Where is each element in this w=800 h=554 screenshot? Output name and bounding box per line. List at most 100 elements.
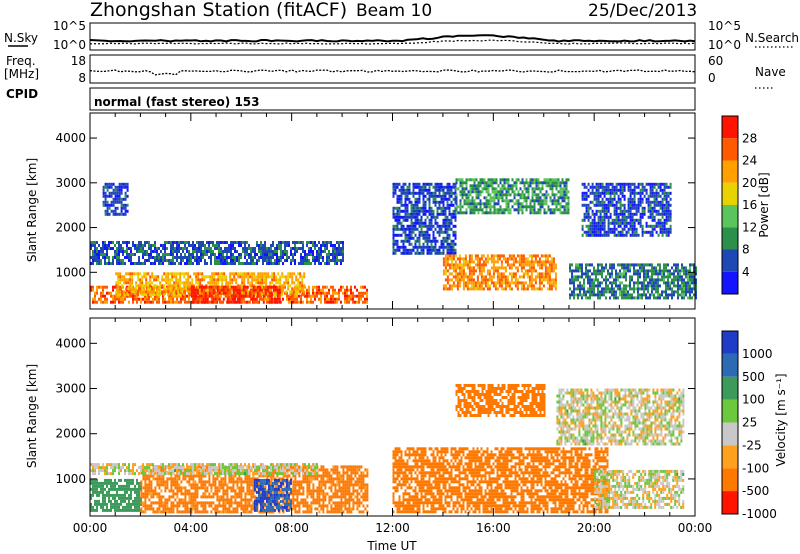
power-region [90,241,344,265]
nsearch-trace [89,39,696,45]
freq-panel: Freq. [MHz] 18 8 60 0 Nave [4,54,786,89]
velocity-colorbar-swatch [722,353,738,377]
power-ytick-label: 3000 [55,176,86,190]
velocity-region [556,388,685,446]
velocity-colorbar-tick: 500 [742,370,765,384]
beam-title: Beam 10 [356,1,432,21]
power-colorbar-tick: 4 [742,265,750,279]
velocity-ytick-label: 3000 [55,382,86,396]
x-axis-label: Time UT [366,539,417,553]
power-colorbar-swatch [722,182,738,206]
power-colorbar-swatch [722,205,738,228]
velocity-xtick-label: 12:00 [375,521,410,535]
nsky-tick-top: 10^5 [53,19,86,33]
power-colorbar-tick: 20 [742,176,757,190]
velocity-region [253,478,292,512]
velocity-region [392,447,609,514]
velocity-colorbar-swatch [722,445,738,469]
velocity-xtick-label: 20:00 [577,521,612,535]
cpid-panel [89,87,696,111]
power-region [455,178,570,215]
power-region [102,182,129,216]
power-colorbar: 4 8 12 16 20 24 28 Power [dB] [721,115,771,295]
nave-tick-top: 60 [708,54,723,68]
nave-label: Nave [755,65,786,79]
velocity-colorbar-tick: -100 [742,461,769,475]
power-colorbar-swatch [722,227,738,250]
nsearch-tick-bottom: 10^0 [708,38,741,52]
power-region [190,285,281,304]
velocity-ylabel: Slant Range [km] [25,364,39,468]
nsky-tick-bottom: 10^0 [53,38,86,52]
power-ytick-label: 1000 [55,265,86,279]
power-colorbar-tick: 16 [742,198,757,212]
power-panel: 1000 2000 3000 4000 Slant Range [km] [25,112,697,310]
power-region [569,263,697,300]
power-x-axis-ticks [89,113,696,309]
power-colorbar-swatch [722,138,738,161]
power-colorbar-tick: 28 [742,131,757,145]
velocity-region [90,478,142,512]
power-colorbar-tick: 8 [742,243,750,257]
freq-tick-bottom: 8 [78,71,86,85]
nsky-label: N.Sky [4,31,38,45]
velocity-colorbar-swatch [722,331,738,354]
velocity-colorbar-swatch [722,399,738,423]
velocity-colorbar: 1000 500 100 25 -25 -100 -500 -1000 Velocity [m… [721,330,788,521]
velocity-colorbar-tick: 25 [742,416,757,430]
power-colorbar-swatch [722,116,738,139]
power-ytick-label: 2000 [55,221,86,235]
power-region [115,272,306,297]
power-colorbar-tick: 12 [742,220,757,234]
velocity-colorbar-swatch [722,491,738,514]
velocity-colorbar-swatch [722,422,738,446]
power-region [392,182,457,255]
cpid-label: CPID [6,87,38,101]
velocity-xtick-label: 08:00 [274,521,309,535]
station-title: Zhongshan Station (fitACF) [90,0,347,21]
freq-label: Freq. [6,54,36,68]
velocity-colorbar-tick: -500 [742,484,769,498]
velocity-ytick-label: 4000 [55,336,86,350]
velocity-data-layer [90,384,685,514]
velocity-xtick-label: 04:00 [174,521,209,535]
velocity-colorbar-label: Velocity [m s⁻¹] [774,373,788,466]
velocity-x-axis: 00:00 04:00 08:00 12:00 16:00 20:00 00:00 [73,318,713,535]
velocity-xtick-label: 00:00 [678,521,713,535]
velocity-xtick-label: 00:00 [73,521,108,535]
velocity-panel: 1000 2000 3000 4000 00:00 04:00 08:00 12:00 16:… [25,317,713,553]
power-y-axis: 1000 2000 3000 4000 [55,131,695,279]
power-region [581,182,672,237]
velocity-colorbar-swatch [722,376,738,400]
nave-tick-bottom: 0 [708,71,716,85]
nsearch-label: N.Search [745,31,799,45]
velocity-y-axis: 1000 2000 3000 4000 [55,336,695,486]
velocity-xtick-label: 16:00 [476,521,511,535]
velocity-region [455,384,546,417]
power-colorbar-swatch [722,160,738,183]
power-colorbar-swatch [722,271,738,295]
power-ylabel: Slant Range [km] [25,158,39,262]
velocity-colorbar-swatch [722,468,738,492]
power-colorbar-tick: 24 [742,154,757,168]
power-region [442,254,557,291]
velocity-colorbar-tick: -1000 [742,507,777,521]
velocity-colorbar-tick: -25 [742,438,762,452]
date-title: 25/Dec/2013 [588,1,697,21]
power-colorbar-swatch [722,249,738,272]
velocity-ytick-label: 1000 [55,472,86,486]
velocity-colorbar-tick: 100 [742,393,765,407]
nsky-trace [89,34,696,43]
freq-unit: [MHz] [4,67,39,81]
velocity-region [594,469,685,509]
power-ytick-label: 4000 [55,131,86,145]
velocity-ytick-label: 2000 [55,427,86,441]
velocity-colorbar-tick: 1000 [742,347,773,361]
cpid-text: normal (fast stereo) 153 [94,95,260,109]
freq-tick-top: 18 [71,54,86,68]
freq-trace [89,69,696,76]
power-data-layer [90,178,697,304]
power-colorbar-label: Power [dB] [757,172,771,237]
velocity-region [90,463,318,476]
